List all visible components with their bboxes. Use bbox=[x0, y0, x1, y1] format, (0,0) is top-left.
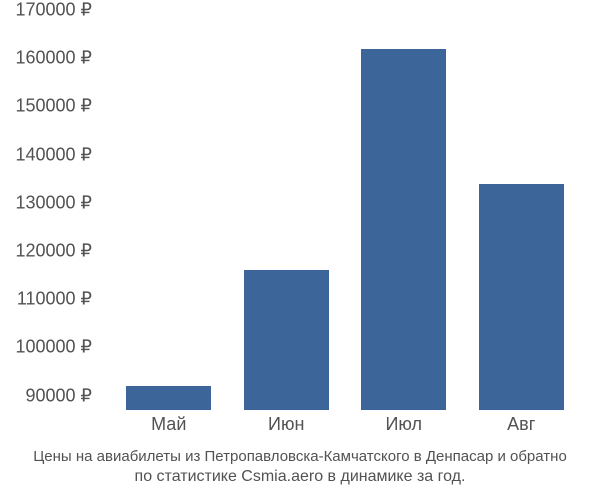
bar bbox=[126, 386, 211, 410]
caption-line-2: по статистике Csmia.aero в динамике за г… bbox=[0, 468, 600, 486]
y-axis: 90000 ₽ 100000 ₽ 110000 ₽ 120000 ₽ 130000 ₽ 1… bbox=[0, 10, 100, 410]
x-label: Май bbox=[110, 414, 228, 435]
caption-line-1: Цены на авиабилеты из Петропавловска-Кам… bbox=[0, 448, 600, 465]
y-tick: 120000 ₽ bbox=[15, 240, 92, 261]
bars-container bbox=[110, 10, 580, 410]
bar-column bbox=[228, 10, 346, 410]
price-chart: 90000 ₽ 100000 ₽ 110000 ₽ 120000 ₽ 130000 ₽ 1… bbox=[0, 0, 600, 500]
bar-column bbox=[463, 10, 581, 410]
y-tick: 100000 ₽ bbox=[15, 337, 92, 358]
y-tick: 110000 ₽ bbox=[17, 289, 92, 310]
y-tick: 130000 ₽ bbox=[15, 192, 92, 213]
y-tick: 160000 ₽ bbox=[15, 48, 92, 69]
x-label: Июл bbox=[345, 414, 463, 435]
x-axis: МайИюнИюлАвг bbox=[110, 414, 580, 435]
x-label: Июн bbox=[228, 414, 346, 435]
bar bbox=[479, 184, 564, 411]
bar-column bbox=[110, 10, 228, 410]
x-label: Авг bbox=[463, 414, 581, 435]
y-tick: 170000 ₽ bbox=[15, 0, 92, 21]
y-tick: 150000 ₽ bbox=[15, 96, 92, 117]
bar-column bbox=[345, 10, 463, 410]
bar bbox=[244, 270, 329, 410]
bar bbox=[361, 49, 446, 410]
y-tick: 90000 ₽ bbox=[25, 385, 92, 406]
y-tick: 140000 ₽ bbox=[15, 144, 92, 165]
plot-area bbox=[110, 10, 580, 410]
